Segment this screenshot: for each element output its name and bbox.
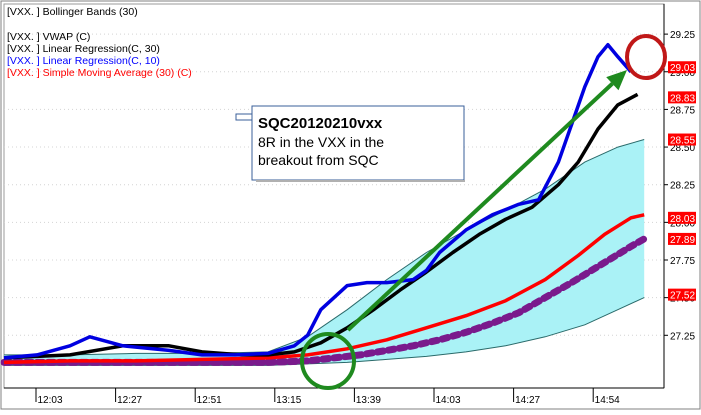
price-badge-bg <box>668 211 696 224</box>
annotation-title: SQC20120210vxx <box>258 115 383 132</box>
x-tick-label: 14:03 <box>435 395 460 406</box>
linreg-10-line <box>3 42 633 360</box>
legend-entry: [VXX. ] Linear Regression(C, 30) <box>7 43 160 55</box>
y-tick-label: 28.00 <box>670 218 695 229</box>
legend-entry: [VXX. ] VWAP (C) <box>7 31 90 43</box>
price-badge: 28.03 <box>668 211 696 225</box>
y-tick-label: 29.00 <box>670 68 695 79</box>
x-tick-label: 13:15 <box>276 395 301 406</box>
target-circle <box>625 34 667 80</box>
price-badge: 28.83 <box>668 91 696 104</box>
x-axis: 12:03 12:27 12:51 13:15 13:39 14:03 14:27 14:54 <box>35 388 620 406</box>
y-tick-label: 27.25 <box>670 331 695 342</box>
price-badge-label: 28.55 <box>670 136 695 147</box>
x-tick-label: 12:03 <box>37 395 62 406</box>
annotation-line-2: breakout from SQC <box>258 152 379 168</box>
price-badge-label: 28.03 <box>670 214 695 225</box>
y-tick-label: 29.25 <box>670 30 695 41</box>
arrow-head <box>606 70 627 91</box>
legend-entry: [VXX. ] Bollinger Bands (30) <box>7 6 138 18</box>
price-badge-bg <box>668 91 696 104</box>
annotation-line-1: 8R in the VXX in the <box>258 134 384 150</box>
x-tick-label: 14:54 <box>595 395 620 406</box>
arrow-shaft <box>346 82 614 332</box>
price-badge-bg <box>668 61 696 74</box>
vwap-line <box>0 235 648 366</box>
price-badge-bg <box>668 288 696 301</box>
price-badge-label: 29.03 <box>670 63 695 74</box>
annotation-callout[interactable]: SQC20120210vxx 8R in the VXX in the brea… <box>235 105 465 182</box>
price-badge-label: 27.89 <box>670 235 695 246</box>
x-tick-label: 12:51 <box>197 395 222 406</box>
x-tick-label: 14:27 <box>515 395 540 406</box>
legend-entry: [VXX. ] Linear Regression(C, 10) <box>7 55 160 67</box>
y-tick-label: 27.75 <box>670 256 695 267</box>
y-tick-label: 28.75 <box>670 105 695 116</box>
x-tick-label: 13:39 <box>356 395 381 406</box>
price-badges: 29.03 28.83 28.55 28.03 27.89 27.52 <box>668 61 696 302</box>
legend-entry: [VXX. ] Simple Moving Average (30) (C) <box>7 67 192 79</box>
linreg-30-line <box>3 92 639 360</box>
price-badge-label: 27.52 <box>670 291 695 302</box>
annotation-box <box>251 105 465 181</box>
x-tick-label: 12:27 <box>117 395 142 406</box>
y-tick-label: 28.50 <box>670 143 695 154</box>
sma-30-line <box>3 213 645 365</box>
series-layer <box>0 42 648 366</box>
legend: [VXX. ] Bollinger Bands (30) [VXX. ] VWAP… <box>7 6 192 79</box>
price-badge-label: 28.83 <box>670 93 695 104</box>
breakout-arrow <box>346 70 627 332</box>
price-badge: 27.89 <box>668 232 696 246</box>
breakout-circle <box>300 332 356 390</box>
price-badge: 27.52 <box>668 288 696 302</box>
price-badge: 29.03 <box>668 61 696 74</box>
price-badge: 28.55 <box>668 133 696 147</box>
price-badge-bg <box>668 232 696 245</box>
price-badge-bg <box>668 133 696 146</box>
y-tick-label: 28.25 <box>670 181 695 192</box>
